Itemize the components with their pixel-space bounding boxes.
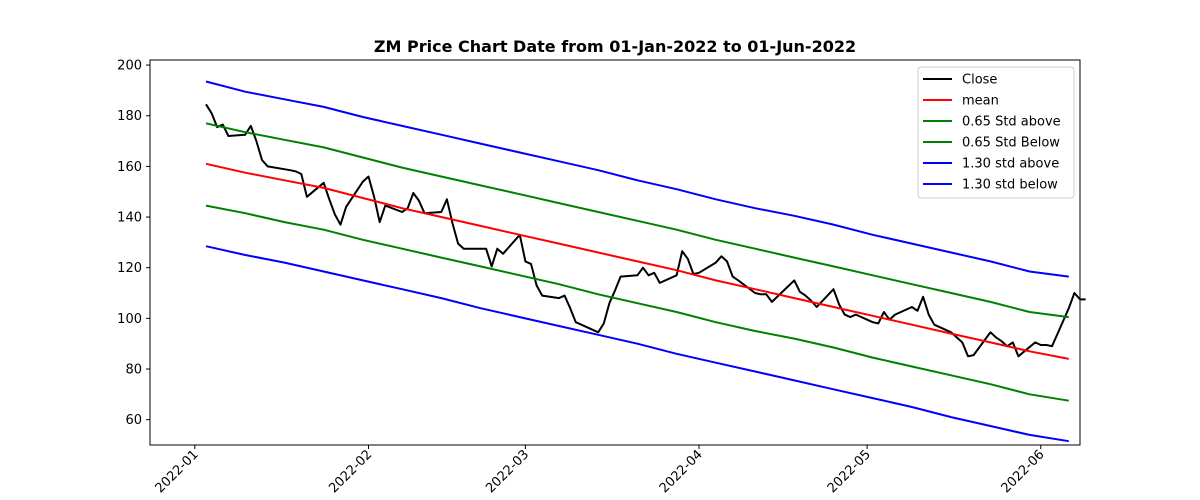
y-tick-label: 160 xyxy=(117,160,142,175)
y-tick-label: 80 xyxy=(125,363,142,378)
series-line-mean xyxy=(205,162,1069,360)
series-line-1-30-std-above xyxy=(205,80,1069,278)
legend-label: Close xyxy=(962,73,997,88)
y-tick-label: 140 xyxy=(117,211,142,226)
y-tick-label: 180 xyxy=(117,109,142,124)
legend-label: 1.30 std above xyxy=(962,157,1059,172)
y-tick-label: 60 xyxy=(125,413,142,428)
chart-title: ZM Price Chart Date from 01-Jan-2022 to … xyxy=(374,37,856,56)
legend-label: 0.65 Std above xyxy=(962,115,1061,130)
y-tick-label: 120 xyxy=(117,261,142,276)
y-axis: 60 80 100 120 140 160 180 200 xyxy=(117,59,150,428)
series-line-1-30-std-below xyxy=(205,245,1069,443)
legend: Close mean 0.65 Std above 0.65 Std Below 1.3… xyxy=(917,66,1075,199)
y-tick-label: 100 xyxy=(117,312,142,327)
legend-label: 0.65 Std Below xyxy=(962,136,1060,151)
plot-frame xyxy=(149,59,1081,446)
legend-label: mean xyxy=(962,94,999,109)
series-line-0-65-std-above xyxy=(205,122,1069,319)
legend-label: 1.30 std below xyxy=(962,178,1058,193)
series-lines xyxy=(205,80,1086,443)
series-line-0-65-std-below xyxy=(205,204,1069,402)
y-tick-label: 200 xyxy=(117,59,142,74)
legend-box xyxy=(917,66,1075,199)
